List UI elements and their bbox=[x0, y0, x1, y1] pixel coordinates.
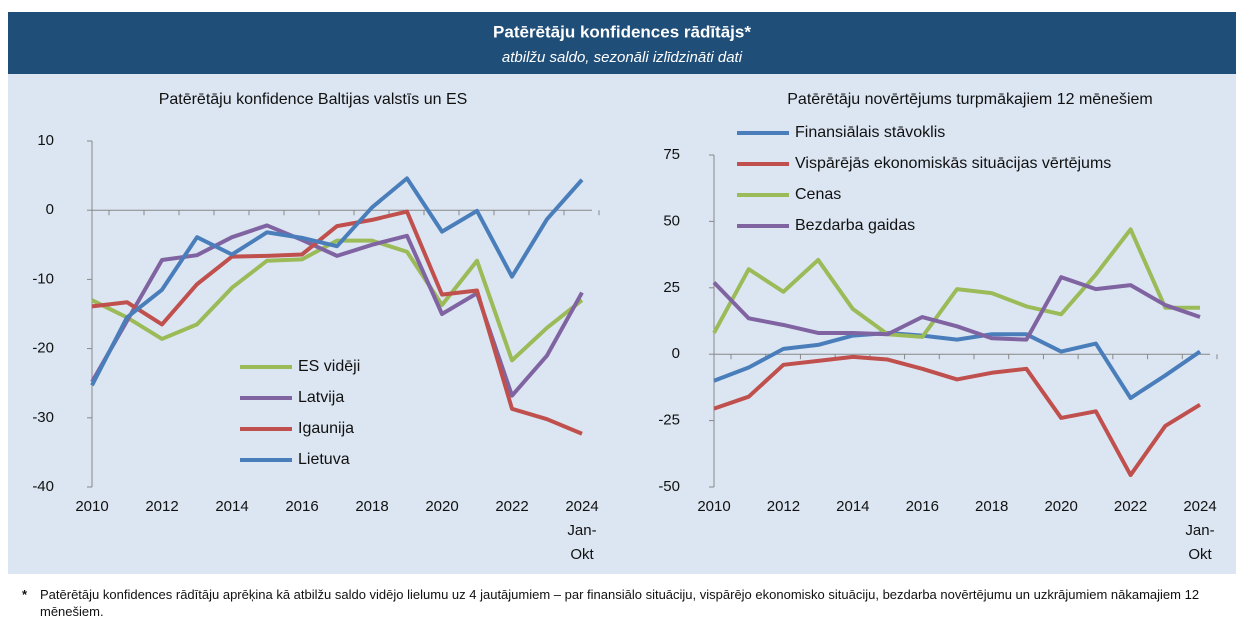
legend-label: Lietuva bbox=[298, 451, 350, 468]
legend-label: Bezdarba gaidas bbox=[795, 217, 915, 234]
chart-panel: Patērētāju konfidences rādītājs* atbilžu… bbox=[8, 12, 1236, 574]
subtitle: atbilžu saldo, sezonāli izlīdzināti dati bbox=[502, 49, 743, 66]
y-tick-label: 75 bbox=[663, 146, 680, 163]
series-line bbox=[713, 330, 1202, 401]
legend-label: Vispārējās ekonomiskās situācijas vērtēj… bbox=[795, 155, 1111, 172]
x-tick-label-line: Jan- bbox=[567, 522, 596, 539]
y-tick-label: -50 bbox=[658, 478, 680, 495]
series-line bbox=[712, 227, 1200, 339]
y-tick-label: 0 bbox=[46, 201, 54, 218]
x-tick-label: 2012 bbox=[145, 498, 178, 515]
x-tick-label: 2018 bbox=[355, 498, 388, 515]
y-tick-label: -40 bbox=[32, 478, 54, 495]
legend-label: ES vidēji bbox=[298, 358, 360, 375]
footnote-marker: * bbox=[22, 587, 28, 602]
series-line bbox=[91, 238, 584, 363]
series-line bbox=[713, 354, 1202, 478]
title: Patērētāju konfidences rādītājs* bbox=[493, 22, 751, 41]
y-tick-label: -30 bbox=[32, 409, 54, 426]
header-band bbox=[8, 12, 1236, 74]
panel-background bbox=[8, 74, 1236, 574]
footnote-text: Patērētāju konfidences rādītāju aprēķina… bbox=[40, 587, 1200, 619]
y-tick-label: 0 bbox=[672, 345, 680, 362]
x-tick-label-line: Okt bbox=[570, 546, 594, 563]
series-line bbox=[712, 275, 1201, 342]
legend-label: Finansiālais stāvoklis bbox=[795, 124, 945, 141]
x-tick-label-line: 2024 bbox=[565, 498, 598, 515]
series-line bbox=[90, 176, 584, 387]
x-tick-label-line: 2024 bbox=[1183, 498, 1216, 515]
chart-title: Patērētāju novērtējums turpmākajiem 12 m… bbox=[787, 91, 1153, 108]
y-tick-label: 50 bbox=[663, 212, 680, 229]
series-line bbox=[91, 209, 583, 436]
x-tick-label: 2016 bbox=[285, 498, 318, 515]
x-tick-label: 2022 bbox=[1114, 498, 1147, 515]
x-tick-label: 2024 Jan- Okt bbox=[1183, 498, 1216, 563]
y-tick-label: -10 bbox=[32, 270, 54, 287]
y-tick-label: 10 bbox=[37, 132, 54, 149]
x-tick-label: 2020 bbox=[1044, 498, 1077, 515]
y-tick-label: 25 bbox=[663, 279, 680, 296]
x-tick-label: 2010 bbox=[75, 498, 108, 515]
footnote: * Patērētāju konfidences rādītāju aprēķin… bbox=[22, 586, 1222, 620]
legend-label: Cenas bbox=[795, 186, 841, 203]
series-line bbox=[90, 223, 584, 398]
chart-title: Patērētāju konfidence Baltijas valstīs u… bbox=[159, 91, 468, 108]
legend-label: Latvija bbox=[298, 389, 344, 406]
x-tick-label-line: Okt bbox=[1188, 546, 1212, 563]
x-tick-label: 2024 Jan- Okt bbox=[565, 498, 598, 563]
x-tick-label: 2020 bbox=[425, 498, 458, 515]
x-tick-label: 2016 bbox=[906, 498, 939, 515]
x-tick-label: 2012 bbox=[767, 498, 800, 515]
x-tick-label: 2018 bbox=[975, 498, 1008, 515]
x-tick-label: 2010 bbox=[697, 498, 730, 515]
legend-label: Igaunija bbox=[298, 420, 354, 437]
y-tick-label: -25 bbox=[658, 412, 680, 429]
y-tick-label: -20 bbox=[32, 340, 54, 357]
x-tick-label: 2014 bbox=[215, 498, 248, 515]
x-tick-label: 2014 bbox=[836, 498, 869, 515]
x-tick-label: 2022 bbox=[495, 498, 528, 515]
x-tick-label-line: Jan- bbox=[1185, 522, 1214, 539]
